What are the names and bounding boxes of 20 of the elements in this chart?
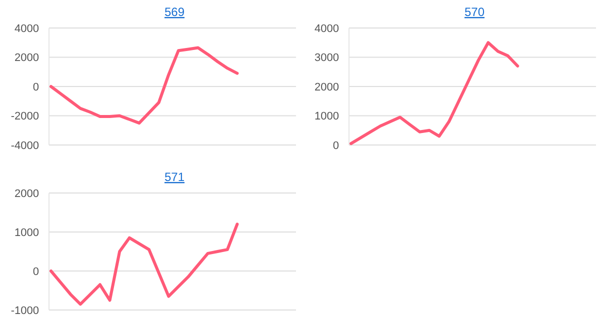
y-tick-label: 2000 xyxy=(14,188,39,200)
y-tick-label: -4000 xyxy=(10,140,39,152)
y-tick-label: 0 xyxy=(32,81,39,94)
y-tick-label: 4000 xyxy=(14,22,39,35)
y-tick-label: 2000 xyxy=(314,81,339,94)
line-series xyxy=(350,41,520,146)
y-tick-label: 1000 xyxy=(14,226,39,239)
chart-title: 569 xyxy=(164,5,185,19)
y-tick-label: 4000 xyxy=(314,22,339,35)
y-tick-label: 0 xyxy=(32,266,39,278)
y-tick-label: 0 xyxy=(332,140,339,152)
y-tick-label: 2000 xyxy=(14,52,39,64)
y-tick-label: 3000 xyxy=(314,52,339,64)
chart-title: 571 xyxy=(164,170,185,184)
line-series xyxy=(50,222,239,306)
y-tick-label: 1000 xyxy=(314,110,339,123)
line-series xyxy=(50,46,239,125)
chart-title: 570 xyxy=(464,5,485,19)
y-tick-label: -2000 xyxy=(10,110,39,123)
y-tick-label: -1000 xyxy=(10,304,39,317)
